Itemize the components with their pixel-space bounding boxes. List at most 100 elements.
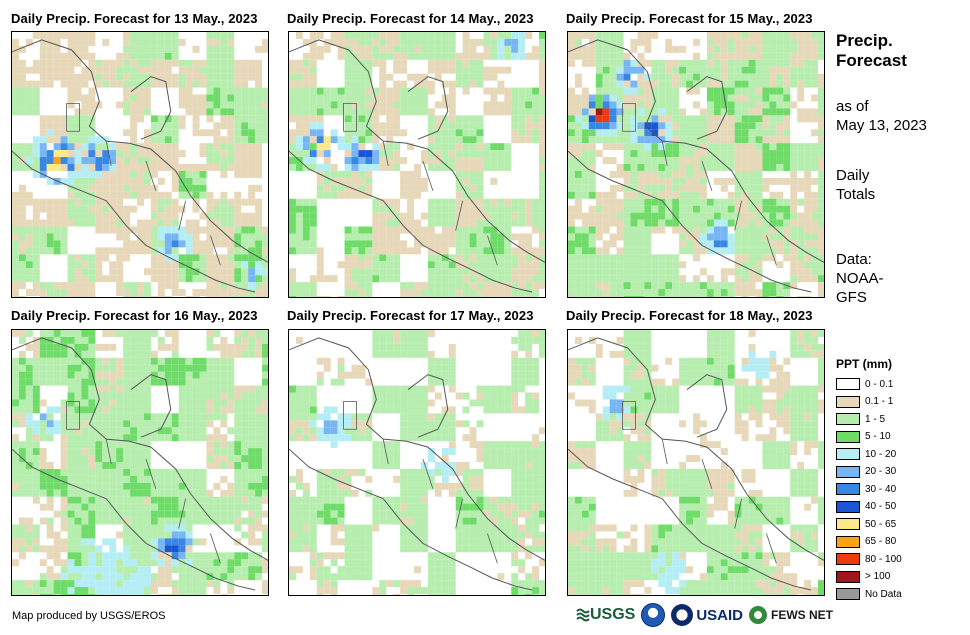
precip-cell bbox=[588, 143, 596, 151]
precip-cell bbox=[693, 129, 700, 137]
precip-cell bbox=[581, 233, 589, 241]
precip-cell bbox=[137, 59, 144, 67]
precip-cell bbox=[227, 73, 235, 81]
precip-cell bbox=[109, 268, 117, 276]
precip-cell bbox=[102, 406, 110, 414]
precip-cell bbox=[518, 198, 526, 206]
precip-cell bbox=[206, 143, 214, 151]
precip-cell bbox=[630, 191, 638, 199]
precip-cell bbox=[32, 371, 40, 379]
precip-cell bbox=[150, 80, 158, 88]
precip-cell bbox=[427, 261, 435, 269]
precip-cell bbox=[511, 261, 519, 269]
precip-cell bbox=[609, 261, 617, 269]
precip-cell bbox=[379, 52, 387, 60]
precip-cell bbox=[379, 212, 387, 220]
precip-cell bbox=[351, 108, 359, 116]
precip-cell bbox=[630, 247, 638, 255]
precip-cell bbox=[178, 517, 186, 525]
precip-cell bbox=[497, 254, 505, 262]
precip-cell bbox=[407, 330, 415, 337]
precip-cell bbox=[686, 282, 694, 290]
precip-cell bbox=[157, 580, 165, 588]
precip-cell bbox=[289, 240, 296, 248]
precip-cell bbox=[623, 296, 631, 297]
precip-cell bbox=[344, 80, 352, 88]
precip-cell bbox=[206, 212, 214, 220]
precip-cell bbox=[783, 254, 791, 262]
precip-cell bbox=[623, 247, 631, 255]
precip-cell bbox=[532, 198, 540, 206]
precip-cell bbox=[199, 73, 207, 81]
precip-cell bbox=[393, 94, 401, 102]
precip-cell bbox=[762, 219, 770, 227]
precip-cell bbox=[511, 94, 519, 102]
precip-cell bbox=[699, 143, 707, 151]
precip-cell bbox=[818, 268, 824, 276]
precip-cell bbox=[469, 296, 477, 297]
precip-cell bbox=[192, 517, 200, 525]
precip-cell bbox=[818, 94, 824, 102]
precip-cell bbox=[818, 177, 824, 185]
precip-cell bbox=[18, 101, 26, 109]
precip-cell bbox=[811, 233, 819, 241]
precip-cell bbox=[568, 52, 575, 60]
precip-cell bbox=[18, 87, 26, 95]
precip-cell bbox=[164, 150, 172, 158]
precip-cell bbox=[185, 496, 193, 504]
precip-cell bbox=[386, 108, 394, 116]
precip-cell bbox=[109, 226, 117, 234]
precip-cell bbox=[525, 52, 533, 60]
precip-cell bbox=[157, 136, 165, 144]
precip-cell bbox=[178, 275, 186, 283]
precip-cell bbox=[53, 420, 61, 428]
precip-cell bbox=[18, 247, 26, 255]
precip-cell bbox=[88, 462, 96, 469]
precip-cell bbox=[53, 122, 61, 130]
precip-cell bbox=[658, 212, 666, 220]
precip-cell bbox=[532, 45, 540, 53]
precip-cell bbox=[616, 170, 624, 178]
precip-cell bbox=[53, 219, 61, 227]
precip-cell bbox=[448, 385, 456, 393]
precip-cell bbox=[323, 364, 331, 372]
precip-cell bbox=[595, 205, 603, 213]
precip-cell bbox=[60, 406, 68, 414]
precip-cell bbox=[762, 136, 770, 144]
precip-cell bbox=[95, 510, 103, 518]
precip-cell bbox=[25, 371, 33, 379]
precip-cell bbox=[407, 219, 415, 227]
precip-cell bbox=[476, 399, 484, 407]
precip-cell bbox=[164, 45, 172, 53]
forecast-map-5 bbox=[288, 329, 546, 596]
precip-cell bbox=[199, 406, 207, 414]
precip-cell bbox=[490, 296, 498, 297]
precip-cell bbox=[672, 73, 680, 81]
precip-cell bbox=[130, 205, 138, 213]
precip-cell bbox=[192, 108, 200, 116]
precip-cell bbox=[623, 233, 631, 241]
precip-cell bbox=[18, 336, 26, 344]
precip-cell bbox=[137, 385, 144, 393]
precip-cell bbox=[81, 336, 89, 344]
precip-cell bbox=[497, 164, 505, 171]
precip-cell bbox=[248, 198, 256, 206]
precip-cell bbox=[532, 357, 540, 365]
precip-cell bbox=[116, 496, 124, 504]
precip-cell bbox=[323, 45, 331, 53]
precip-cell bbox=[769, 59, 777, 67]
precip-cell bbox=[213, 371, 221, 379]
precip-cell bbox=[344, 427, 352, 435]
precip-cell bbox=[379, 157, 387, 165]
precip-cell bbox=[630, 219, 638, 227]
precip-cell bbox=[665, 254, 673, 262]
precip-cell bbox=[309, 150, 317, 158]
precip-cell bbox=[137, 157, 144, 165]
precip-cell bbox=[123, 455, 131, 463]
precip-cell bbox=[518, 122, 526, 130]
precip-cell bbox=[497, 233, 505, 241]
precip-cell bbox=[769, 52, 777, 60]
precip-cell bbox=[123, 282, 131, 290]
precip-cell bbox=[609, 101, 617, 109]
precip-cell bbox=[130, 282, 138, 290]
